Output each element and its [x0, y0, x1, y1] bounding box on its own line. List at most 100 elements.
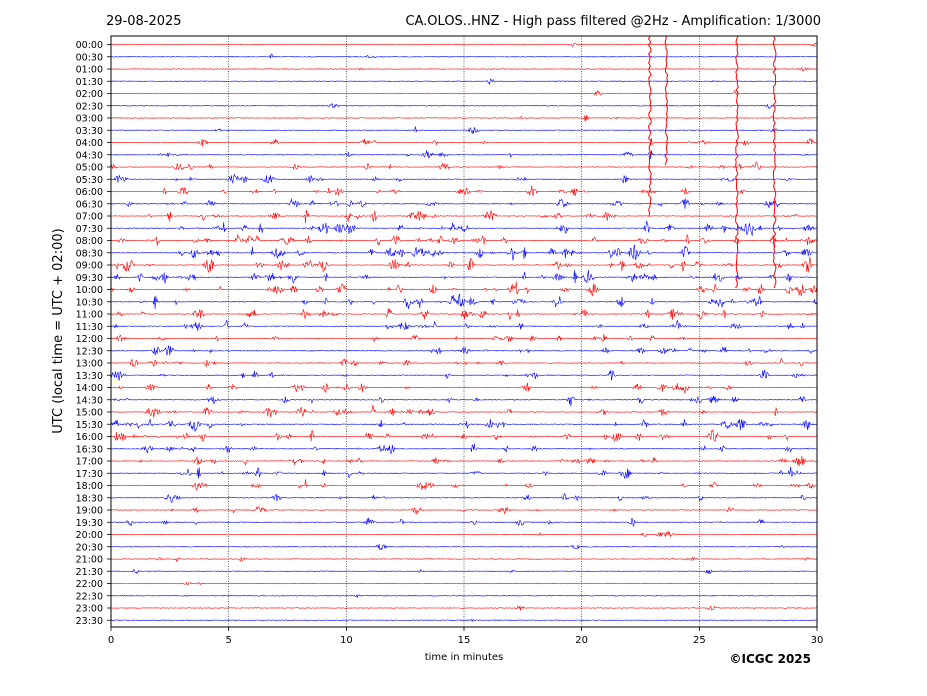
row-label: 02:00	[76, 89, 103, 100]
row-label: 12:30	[76, 346, 103, 357]
trace-row-0730	[110, 220, 817, 236]
seismic-traces	[110, 42, 817, 623]
row-label: 17:00	[76, 457, 103, 468]
row-label: 08:30	[76, 248, 103, 259]
row-label: 18:00	[76, 481, 103, 492]
trace-row-0230	[110, 103, 817, 110]
trace-row-2130	[110, 568, 817, 575]
row-label: 00:30	[76, 52, 103, 63]
row-label: 03:30	[76, 126, 103, 137]
trace-row-0030	[110, 53, 817, 59]
row-label: 07:30	[76, 224, 103, 235]
trace-row-1730	[110, 466, 817, 479]
trace-row-1430	[110, 395, 817, 407]
x-tick-label: 25	[693, 635, 706, 646]
trace-row-2200	[110, 581, 817, 586]
trace-row-1400	[110, 382, 817, 395]
row-label: 18:30	[76, 493, 103, 504]
row-label: 15:30	[76, 420, 103, 431]
trace-row-2030	[110, 543, 817, 551]
row-label: 04:00	[76, 138, 103, 149]
trace-row-1930	[110, 517, 817, 527]
row-label: 14:00	[76, 383, 103, 394]
x-axis-label: time in minutes	[425, 652, 504, 663]
trace-row-0900	[110, 256, 817, 274]
row-label: 22:00	[76, 579, 103, 590]
trace-row-1830	[110, 492, 817, 503]
trace-row-2000	[110, 530, 817, 538]
trace-row-0430	[110, 150, 817, 160]
trace-row-2100	[110, 556, 817, 563]
y-axis-label: UTC (local time = UTC + 02:00)	[51, 228, 66, 433]
trace-row-1800	[110, 479, 817, 492]
row-label: 17:30	[76, 469, 103, 480]
row-label: 09:00	[76, 261, 103, 272]
x-tick-label: 30	[811, 635, 824, 646]
x-axis-ticks: 0 5 10 15 20 25 30	[108, 627, 824, 646]
x-tick-label: 5	[225, 635, 231, 646]
row-label: 21:30	[76, 567, 103, 578]
row-label: 06:30	[76, 199, 103, 210]
trace-row-1000	[110, 281, 817, 297]
row-label: 02:30	[76, 101, 103, 112]
event-spike-1	[648, 35, 652, 217]
trace-row-0700	[110, 209, 817, 224]
row-label: 06:00	[76, 187, 103, 198]
date-label: 29-08-2025	[106, 14, 182, 29]
trace-row-0800	[110, 234, 817, 248]
row-label: 10:30	[76, 297, 103, 308]
row-label: 05:00	[76, 163, 103, 174]
row-label: 14:30	[76, 395, 103, 406]
trace-row-0930	[110, 270, 817, 284]
trace-row-2330	[110, 619, 817, 623]
copyright-label: ©ICGC 2025	[729, 652, 811, 666]
row-label: 01:00	[76, 65, 103, 76]
trace-row-1230	[110, 345, 817, 356]
row-label: 16:30	[76, 444, 103, 455]
large-events	[648, 35, 777, 289]
chart-title: CA.OLOS..HNZ - High pass filtered @2Hz -…	[405, 14, 821, 29]
trace-row-0000	[110, 42, 817, 47]
row-label: 21:00	[76, 555, 103, 566]
trace-row-1030	[110, 293, 817, 310]
x-tick-label: 10	[340, 635, 353, 646]
trace-row-0200	[110, 89, 817, 96]
row-label: 20:30	[76, 542, 103, 553]
trace-row-1700	[110, 456, 817, 467]
trace-row-0630	[110, 198, 817, 209]
trace-row-1900	[110, 506, 817, 515]
trace-row-0830	[110, 244, 817, 261]
trace-row-1600	[110, 428, 817, 442]
row-label: 11:30	[76, 322, 103, 333]
trace-row-1200	[110, 333, 817, 343]
trace-row-0100	[110, 67, 817, 72]
trace-row-1100	[110, 308, 817, 321]
grid-lines	[228, 36, 700, 627]
row-label: 01:30	[76, 77, 103, 88]
row-label: 08:00	[76, 236, 103, 247]
row-label: 04:30	[76, 150, 103, 161]
x-tick-label: 20	[575, 635, 588, 646]
x-tick-label: 0	[108, 635, 114, 646]
row-label: 13:00	[76, 359, 103, 370]
trace-row-0130	[110, 78, 817, 86]
row-label: 22:30	[76, 591, 103, 602]
trace-row-1330	[110, 369, 817, 381]
trace-row-2230	[110, 594, 817, 599]
row-label: 11:00	[76, 310, 103, 321]
row-label: 12:00	[76, 334, 103, 345]
event-spike-3	[734, 35, 739, 289]
event-spike-2	[664, 35, 669, 166]
trace-row-1530	[110, 418, 817, 432]
trace-row-0600	[110, 185, 817, 197]
trace-row-2300	[110, 605, 817, 611]
trace-row-1500	[110, 404, 817, 418]
row-label: 05:30	[76, 175, 103, 186]
trace-row-1130	[110, 319, 817, 332]
trace-row-0530	[110, 173, 817, 184]
trace-row-0500	[110, 161, 817, 171]
trace-row-1300	[110, 357, 817, 368]
row-label: 00:00	[76, 40, 103, 51]
x-tick-label: 15	[458, 635, 471, 646]
